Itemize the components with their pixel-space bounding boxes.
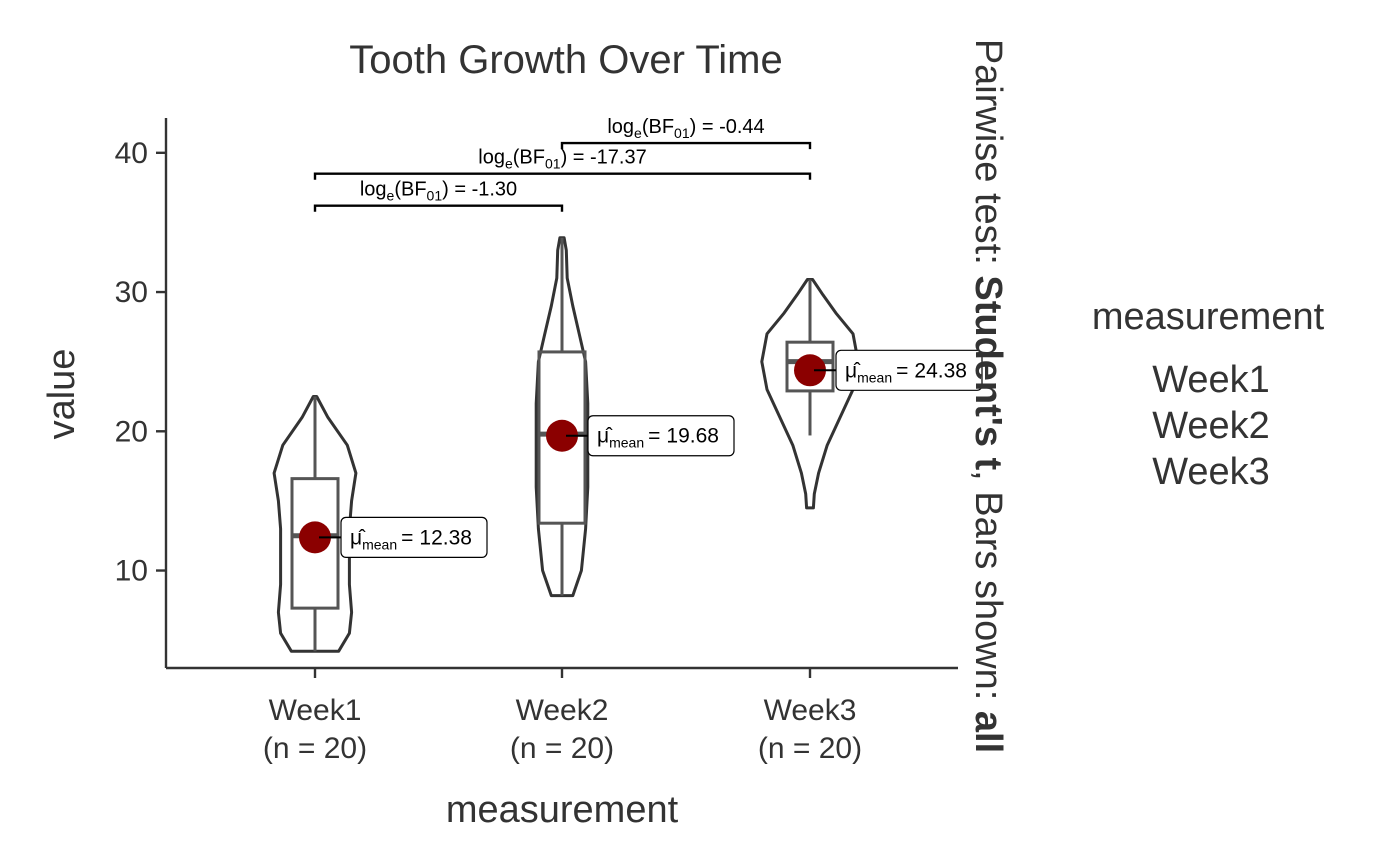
mean-label-box [835,349,983,391]
side-caption: Pairwise test: Student's t, Bars shown: … [967,39,1009,753]
mean-label-week3: μ̂mean = 24.38 [845,359,967,385]
mean-label-week2: μ̂mean = 19.68 [597,425,719,451]
x-axis-title: measurement [446,789,679,831]
pairwise-label-post: ) = -17.37 [561,147,647,169]
mean-label-box [340,516,488,558]
violin-week3 [760,278,860,510]
plot-area: 10 20 30 40 Week1 (n = 20) Week2 (n = 20) Week3 (… [115,116,983,765]
mean-label-sep: = [648,425,660,448]
legend-item-week1: Week1 [1152,359,1270,401]
mean-point-week1 [299,521,331,554]
x-tick-n-label: (n = 20) [510,732,614,765]
pairwise-label-pre: log [607,116,634,138]
pairwise-label: loge(BF01) = -1.30 [360,179,517,204]
y-tick-label: 10 [115,555,148,588]
pairwise-label-sub2: 01 [427,188,443,204]
svg-text:Pairwise test: Student's t, Ba: Pairwise test: Student's t, Bars shown: … [967,39,1009,753]
x-tick-label: Week1 [269,694,362,727]
legend: measurement Week1 Week2 Week3 [1092,296,1325,493]
mean-label-value: 12.38 [419,526,472,549]
mean-label-subscript: mean [857,369,892,385]
pairwise-label-post: ) = -0.44 [690,116,765,138]
legend-item-week3: Week3 [1152,451,1270,493]
side-caption-test: Student's t [967,275,1009,470]
chart-title: Tooth Growth Over Time [349,38,782,82]
mean-label-symbol: μ̂ [350,526,366,549]
pairwise-label: loge(BF01) = -0.44 [607,116,764,141]
box-week1 [290,477,340,610]
pairwise-label-sub1: e [505,156,513,172]
y-tick-label: 30 [115,276,148,309]
pairwise-bracket [313,172,812,180]
x-tick-label: Week3 [764,694,857,727]
legend-item-week2: Week2 [1152,405,1270,447]
mean-label-symbol: μ̂ [597,425,613,448]
pairwise-label-pre: log [360,179,387,201]
x-tick-n-label: (n = 20) [758,732,862,765]
mean-label-value: 24.38 [914,359,967,382]
box-week3 [785,340,835,393]
mean-label-subscript: mean [362,536,397,552]
y-tick-label: 40 [115,137,148,170]
legend-title: measurement [1092,296,1325,338]
side-caption-bars: all [967,711,1009,753]
mean-label-week1: μ̂mean = 12.38 [350,526,472,552]
mean-label-symbol: μ̂ [845,359,861,382]
box-week2 [537,350,587,525]
pairwise-bracket [560,141,812,150]
mean-label-subscript: mean [609,435,644,451]
pairwise-label: loge(BF01) = -17.37 [478,147,646,172]
mean-point-week2 [546,419,578,452]
pairwise-label-mid: (BF [642,116,674,138]
y-tick-label: 20 [115,415,148,448]
pairwise-label-sub2: 01 [545,156,561,172]
pairwise-label-sub1: e [634,125,642,141]
violin-week1 [272,395,358,653]
mean-point-week3 [794,354,826,387]
side-caption-part1: Pairwise test: [967,39,1009,276]
pairwise-label-mid: (BF [394,179,426,201]
pairwise-label-post: ) = -1.30 [442,179,517,201]
mean-label-sep: = [896,359,908,382]
pairwise-label-mid: (BF [513,147,545,169]
x-tick-n-label: (n = 20) [263,732,367,765]
pairwise-bracket [313,204,564,212]
x-tick-label: Week2 [516,694,609,727]
pairwise-label-sub2: 01 [674,125,690,141]
mean-label-box [587,415,735,457]
mean-label-sep: = [401,526,413,549]
pairwise-label-sub1: e [387,188,395,204]
mean-label-value: 19.68 [666,425,719,448]
side-caption-part3: , Bars shown: [967,470,1009,711]
y-axis-title: value [41,349,83,440]
pairwise-label-pre: log [478,147,505,169]
